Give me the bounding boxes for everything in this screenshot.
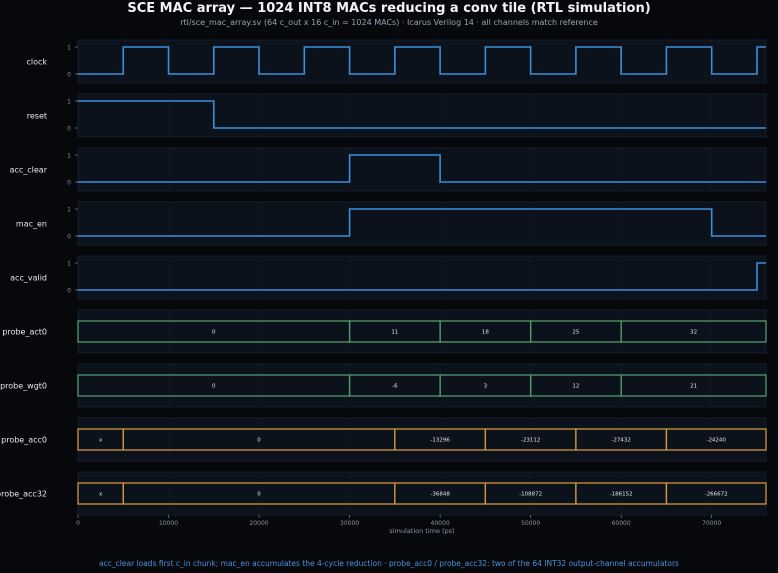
bus-value-label: 18 bbox=[482, 330, 489, 336]
signal-panel-acc_valid bbox=[77, 255, 767, 300]
signal-label: probe_act0 bbox=[2, 328, 47, 337]
chart-footer-note: acc_clear loads first c_in chunk; mac_en… bbox=[99, 559, 679, 568]
bus-value-label: x bbox=[99, 492, 103, 498]
y-tick-label: 0 bbox=[67, 72, 71, 79]
bus-value-label: 32 bbox=[690, 330, 697, 336]
x-tick-label: 0 bbox=[76, 520, 80, 527]
bus-value-label: 0 bbox=[257, 438, 261, 444]
bus-value-label: 25 bbox=[572, 330, 579, 336]
x-tick-label: 70000 bbox=[702, 520, 721, 527]
bus-value-label: 21 bbox=[690, 384, 697, 390]
bus-value-label: 0 bbox=[212, 330, 216, 336]
x-tick-label: 10000 bbox=[159, 520, 178, 527]
y-tick-label: 1 bbox=[67, 261, 71, 268]
x-tick-label: 30000 bbox=[340, 520, 359, 527]
bus-segment bbox=[620, 374, 767, 397]
x-tick-label: 60000 bbox=[612, 520, 631, 527]
y-tick-label: 1 bbox=[67, 207, 71, 214]
signal-label: reset bbox=[27, 112, 47, 121]
y-tick-label: 0 bbox=[67, 180, 71, 187]
bus-value-label: -13296 bbox=[430, 438, 450, 444]
trace-acc_clear bbox=[78, 154, 766, 183]
y-tick-label: 1 bbox=[67, 99, 71, 106]
bus-segment bbox=[620, 320, 767, 343]
bus-value-label: -6 bbox=[392, 384, 398, 390]
y-tick-label: 0 bbox=[67, 288, 71, 295]
bus-value-label: 3 bbox=[484, 384, 488, 390]
y-tick-label: 0 bbox=[67, 234, 71, 241]
bus-segment bbox=[665, 428, 767, 451]
bus-value-label: 0 bbox=[212, 384, 216, 390]
bus-value-label: -186152 bbox=[610, 492, 633, 498]
bus-value-label: -27432 bbox=[611, 438, 630, 444]
bus-segment bbox=[665, 482, 767, 505]
trace-reset bbox=[78, 100, 766, 129]
x-tick-label: 20000 bbox=[250, 520, 269, 527]
signal-label: clock bbox=[26, 58, 47, 67]
x-axis-label: simulation time (ps) bbox=[389, 527, 454, 535]
trace-mac_en bbox=[78, 208, 766, 237]
bus-value-label: -24240 bbox=[706, 438, 726, 444]
trace-acc_valid bbox=[78, 262, 766, 291]
y-tick-label: 1 bbox=[67, 45, 71, 52]
bus-value-label: 12 bbox=[572, 384, 579, 390]
trace-clock bbox=[78, 46, 766, 75]
y-tick-label: 1 bbox=[67, 153, 71, 160]
bus-value-label: -266672 bbox=[705, 492, 728, 498]
bus-value-label: x bbox=[99, 438, 103, 444]
signal-label: acc_clear bbox=[10, 166, 48, 175]
x-tick-label: 40000 bbox=[431, 520, 450, 527]
y-tick-label: 0 bbox=[67, 126, 71, 133]
signal-label: probe_wgt0 bbox=[0, 382, 47, 391]
signal-label: acc_valid bbox=[10, 274, 47, 283]
signal-panel-probe_act0 bbox=[77, 309, 767, 354]
bus-value-label: 11 bbox=[391, 330, 398, 336]
signal-label: probe_acc32 bbox=[0, 490, 47, 499]
bus-value-label: -36848 bbox=[430, 492, 450, 498]
chart-title: SCE MAC array — 1024 INT8 MACs reducing … bbox=[127, 1, 651, 16]
bus-value-label: 0 bbox=[257, 492, 261, 498]
signal-panel-probe_acc32 bbox=[77, 471, 767, 516]
signal-panel-probe_wgt0 bbox=[77, 363, 767, 408]
signal-label: mac_en bbox=[16, 220, 47, 229]
bus-value-label: -108872 bbox=[519, 492, 542, 498]
chart-subtitle: rtl/sce_mac_array.sv (64 c_out x 16 c_in… bbox=[180, 18, 598, 27]
x-tick-label: 50000 bbox=[521, 520, 540, 527]
signal-panel-probe_acc0 bbox=[77, 417, 767, 462]
bus-value-label: -23112 bbox=[521, 438, 540, 444]
signal-label: probe_acc0 bbox=[1, 436, 47, 445]
